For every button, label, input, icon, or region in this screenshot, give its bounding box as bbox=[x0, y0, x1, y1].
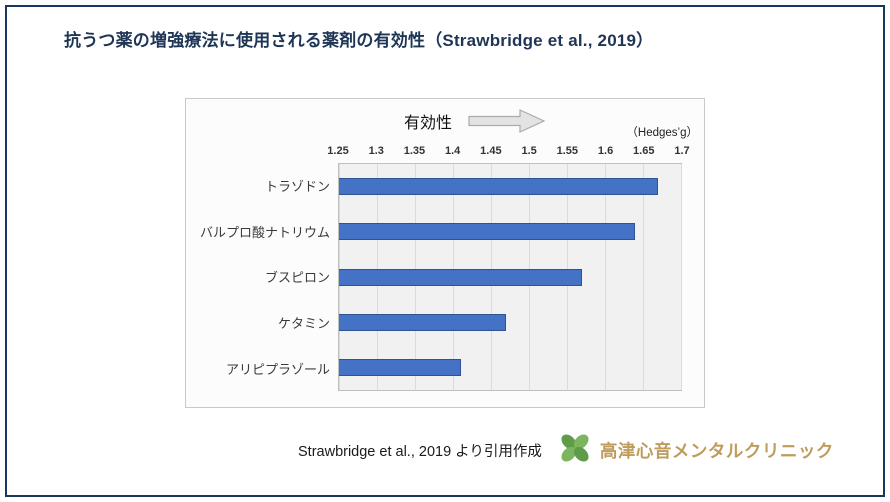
category-label: ブスピロン bbox=[264, 270, 330, 286]
x-tick-label: 1.4 bbox=[445, 145, 461, 157]
x-tick-label: 1.55 bbox=[556, 145, 579, 157]
bar-row bbox=[339, 345, 681, 390]
bar bbox=[339, 223, 636, 241]
bar bbox=[339, 358, 461, 376]
bar bbox=[339, 313, 507, 331]
clinic-logo: 高津心音メンタルクリニック bbox=[556, 429, 834, 472]
bar bbox=[339, 178, 659, 196]
source-caption: Strawbridge et al., 2019 より引用作成 bbox=[298, 443, 542, 460]
category-labels: トラゾドンバルプロ酸ナトリウムブスピロンケタミンアリピプラゾール bbox=[194, 163, 330, 391]
bar bbox=[339, 268, 583, 286]
category-label: ケタミン bbox=[277, 316, 330, 332]
effectiveness-axis-label: 有効性 bbox=[404, 115, 453, 132]
category-label: トラゾドン bbox=[264, 179, 330, 195]
gridline bbox=[605, 164, 606, 390]
x-tick-label: 1.7 bbox=[674, 145, 690, 157]
x-tick-label: 1.45 bbox=[480, 145, 502, 157]
bar-row bbox=[339, 164, 681, 209]
x-tick-label: 1.3 bbox=[368, 145, 384, 157]
gridline bbox=[681, 164, 682, 390]
clinic-name: 高津心音メンタルクリニック bbox=[599, 440, 834, 461]
x-tick-label: 1.65 bbox=[633, 145, 655, 157]
clover-icon bbox=[556, 429, 594, 472]
bar-row bbox=[339, 254, 681, 299]
category-label: バルプロ酸ナトリウム bbox=[199, 224, 330, 240]
right-arrow-icon bbox=[468, 107, 546, 140]
x-tick-label: 1.25 bbox=[327, 145, 349, 157]
x-tick-label: 1.5 bbox=[521, 145, 537, 157]
plot-area bbox=[338, 163, 682, 391]
bar-row bbox=[339, 209, 681, 254]
footer: Strawbridge et al., 2019 より引用作成 高津心音メンタル… bbox=[298, 430, 834, 470]
category-label: アリピプラゾール bbox=[225, 361, 330, 377]
x-tick-label: 1.35 bbox=[403, 145, 426, 157]
chart-panel: 有効性 （Hedges’g） 1.25 1.3 1.35 1.4 1.45 1.5 1.55… bbox=[185, 98, 705, 408]
bars-container bbox=[339, 164, 681, 390]
page-title: 抗うつ薬の増強療法に使用される薬剤の有効性（Strawbridge et al.… bbox=[64, 31, 654, 50]
gridline bbox=[642, 164, 644, 390]
unit-label: （Hedges’g） bbox=[626, 127, 698, 139]
bar-row bbox=[339, 300, 681, 345]
x-tick-label: 1.6 bbox=[597, 145, 614, 157]
x-axis-ticks: 1.25 1.3 1.35 1.4 1.45 1.5 1.55 1.6 1.65 1.7 bbox=[327, 145, 689, 159]
